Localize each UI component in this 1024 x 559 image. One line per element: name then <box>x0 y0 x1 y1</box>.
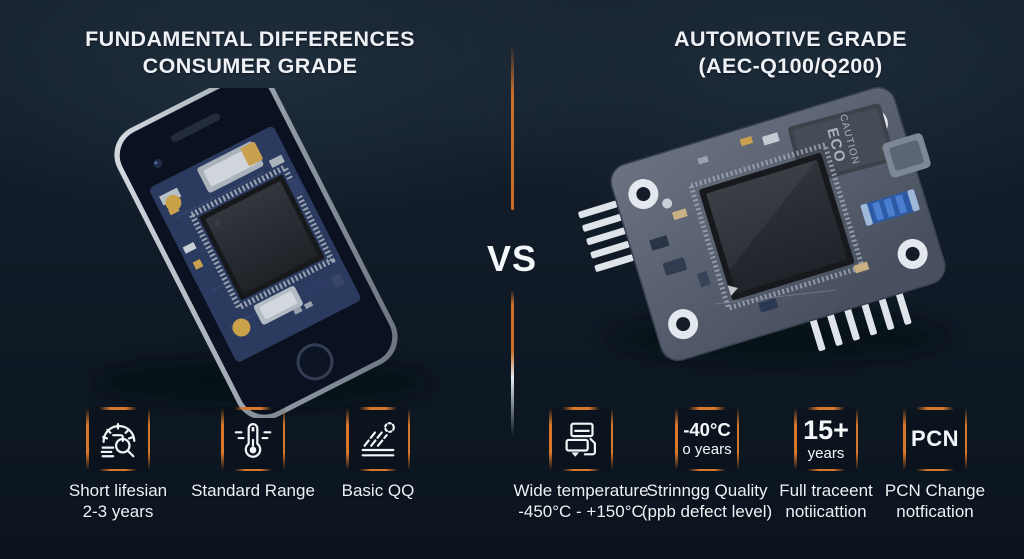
feature-basic-qq: Basic QQ <box>287 407 469 501</box>
divider-line-bottom <box>511 290 514 436</box>
stacked-modules-icon <box>565 422 596 457</box>
phone-pcb <box>149 126 361 362</box>
feature-full-traceability: 15+ years Full traceent notiicattion <box>735 407 917 522</box>
icon-frame <box>346 407 410 471</box>
blue-capacitor <box>860 189 920 226</box>
board-body: CAUTION ECO <box>578 86 946 362</box>
icon-text-line2: years <box>807 444 845 462</box>
gray-connector <box>882 133 931 178</box>
icon-frame: 15+ years <box>794 407 858 471</box>
automotive-title-line2: (AEC-Q100/Q200) <box>698 54 883 78</box>
automotive-board-image: CAUTION ECO <box>566 76 996 381</box>
feature-label-line2: 2-3 years <box>82 502 154 521</box>
feature-label: Basic QQ <box>287 480 469 501</box>
feature-label-line2: -450°C - +150°C <box>518 502 644 521</box>
pcn-text-icon: PCN <box>911 427 959 450</box>
temperature-text-icon: -40°C o years <box>682 418 732 459</box>
years-text-icon: 15+ years <box>803 416 849 461</box>
feature-label-line1: Short lifesian <box>68 481 168 500</box>
phone-body <box>114 72 398 420</box>
feature-short-lifespan: Short lifesian 2-3 years <box>27 407 209 522</box>
feature-pcn-change: PCN PCN Change notfication <box>844 407 1024 522</box>
phone-speaker <box>171 113 221 142</box>
consumer-phone-image <box>40 72 470 423</box>
icon-text-line2: o years <box>682 441 732 459</box>
vs-label: VS <box>486 238 538 279</box>
icon-text-line1: -40°C <box>683 418 731 440</box>
phone-home-button <box>296 343 334 381</box>
phone-illustration <box>94 72 430 420</box>
feature-label-line1: Strinngg Quality <box>646 481 768 500</box>
feature-label-line2: (ppb defect level) <box>641 502 773 521</box>
pin-header-left <box>578 200 634 272</box>
icon-frame <box>549 407 613 471</box>
automotive-title-line1: AUTOMOTIVE GRADE <box>674 27 907 51</box>
feature-label: Full traceent notiicattion <box>735 480 917 522</box>
feature-standard-range: Standard Range <box>162 407 344 501</box>
pin-header-bottom <box>807 285 912 352</box>
feature-label-line2: notfication <box>896 502 974 521</box>
phone-front-camera <box>153 159 163 169</box>
thermometer-icon <box>234 423 272 458</box>
feature-label: PCN Change notfication <box>844 480 1024 522</box>
consumer-title-line1: FUNDAMENTAL DIFFERENCES <box>85 27 415 51</box>
icon-frame <box>86 407 150 471</box>
feature-stringent-quality: -40°C o years Strinngg Quality (ppb defe… <box>616 407 798 522</box>
divider-line-top <box>511 44 514 210</box>
feature-label-line1: Standard Range <box>191 481 315 500</box>
board-main-chip <box>687 141 866 312</box>
feature-label: Strinngg Quality (ppb defect level) <box>616 480 798 522</box>
heat-surface-icon <box>361 422 395 457</box>
feature-label: Standard Range <box>162 480 344 501</box>
icon-frame: PCN <box>903 407 967 471</box>
icon-frame <box>221 407 285 471</box>
feature-label: Short lifesian 2-3 years <box>27 480 209 522</box>
icon-frame: -40°C o years <box>675 407 739 471</box>
icon-text-line1: PCN <box>911 426 959 452</box>
gauge-magnifier-icon <box>100 423 136 458</box>
icon-text-line1: 15+ <box>803 415 849 446</box>
feature-label: Wide temperature -450°C - +150°C <box>490 480 672 522</box>
small-components <box>649 132 870 313</box>
consumer-title: FUNDAMENTAL DIFFERENCES CONSUMER GRADE <box>55 26 445 80</box>
board-illustration: CAUTION ECO <box>578 86 948 364</box>
consumer-title-line2: CONSUMER GRADE <box>142 54 358 78</box>
feature-label-line1: PCN Change <box>884 481 986 500</box>
feature-label-line2: notiicattion <box>785 502 867 521</box>
automotive-title: AUTOMOTIVE GRADE (AEC-Q100/Q200) <box>608 26 973 80</box>
feature-label-line1: Basic QQ <box>341 481 415 500</box>
feature-label-line1: Full traceent <box>779 481 873 500</box>
feature-label-line1: Wide temperature <box>513 481 649 500</box>
